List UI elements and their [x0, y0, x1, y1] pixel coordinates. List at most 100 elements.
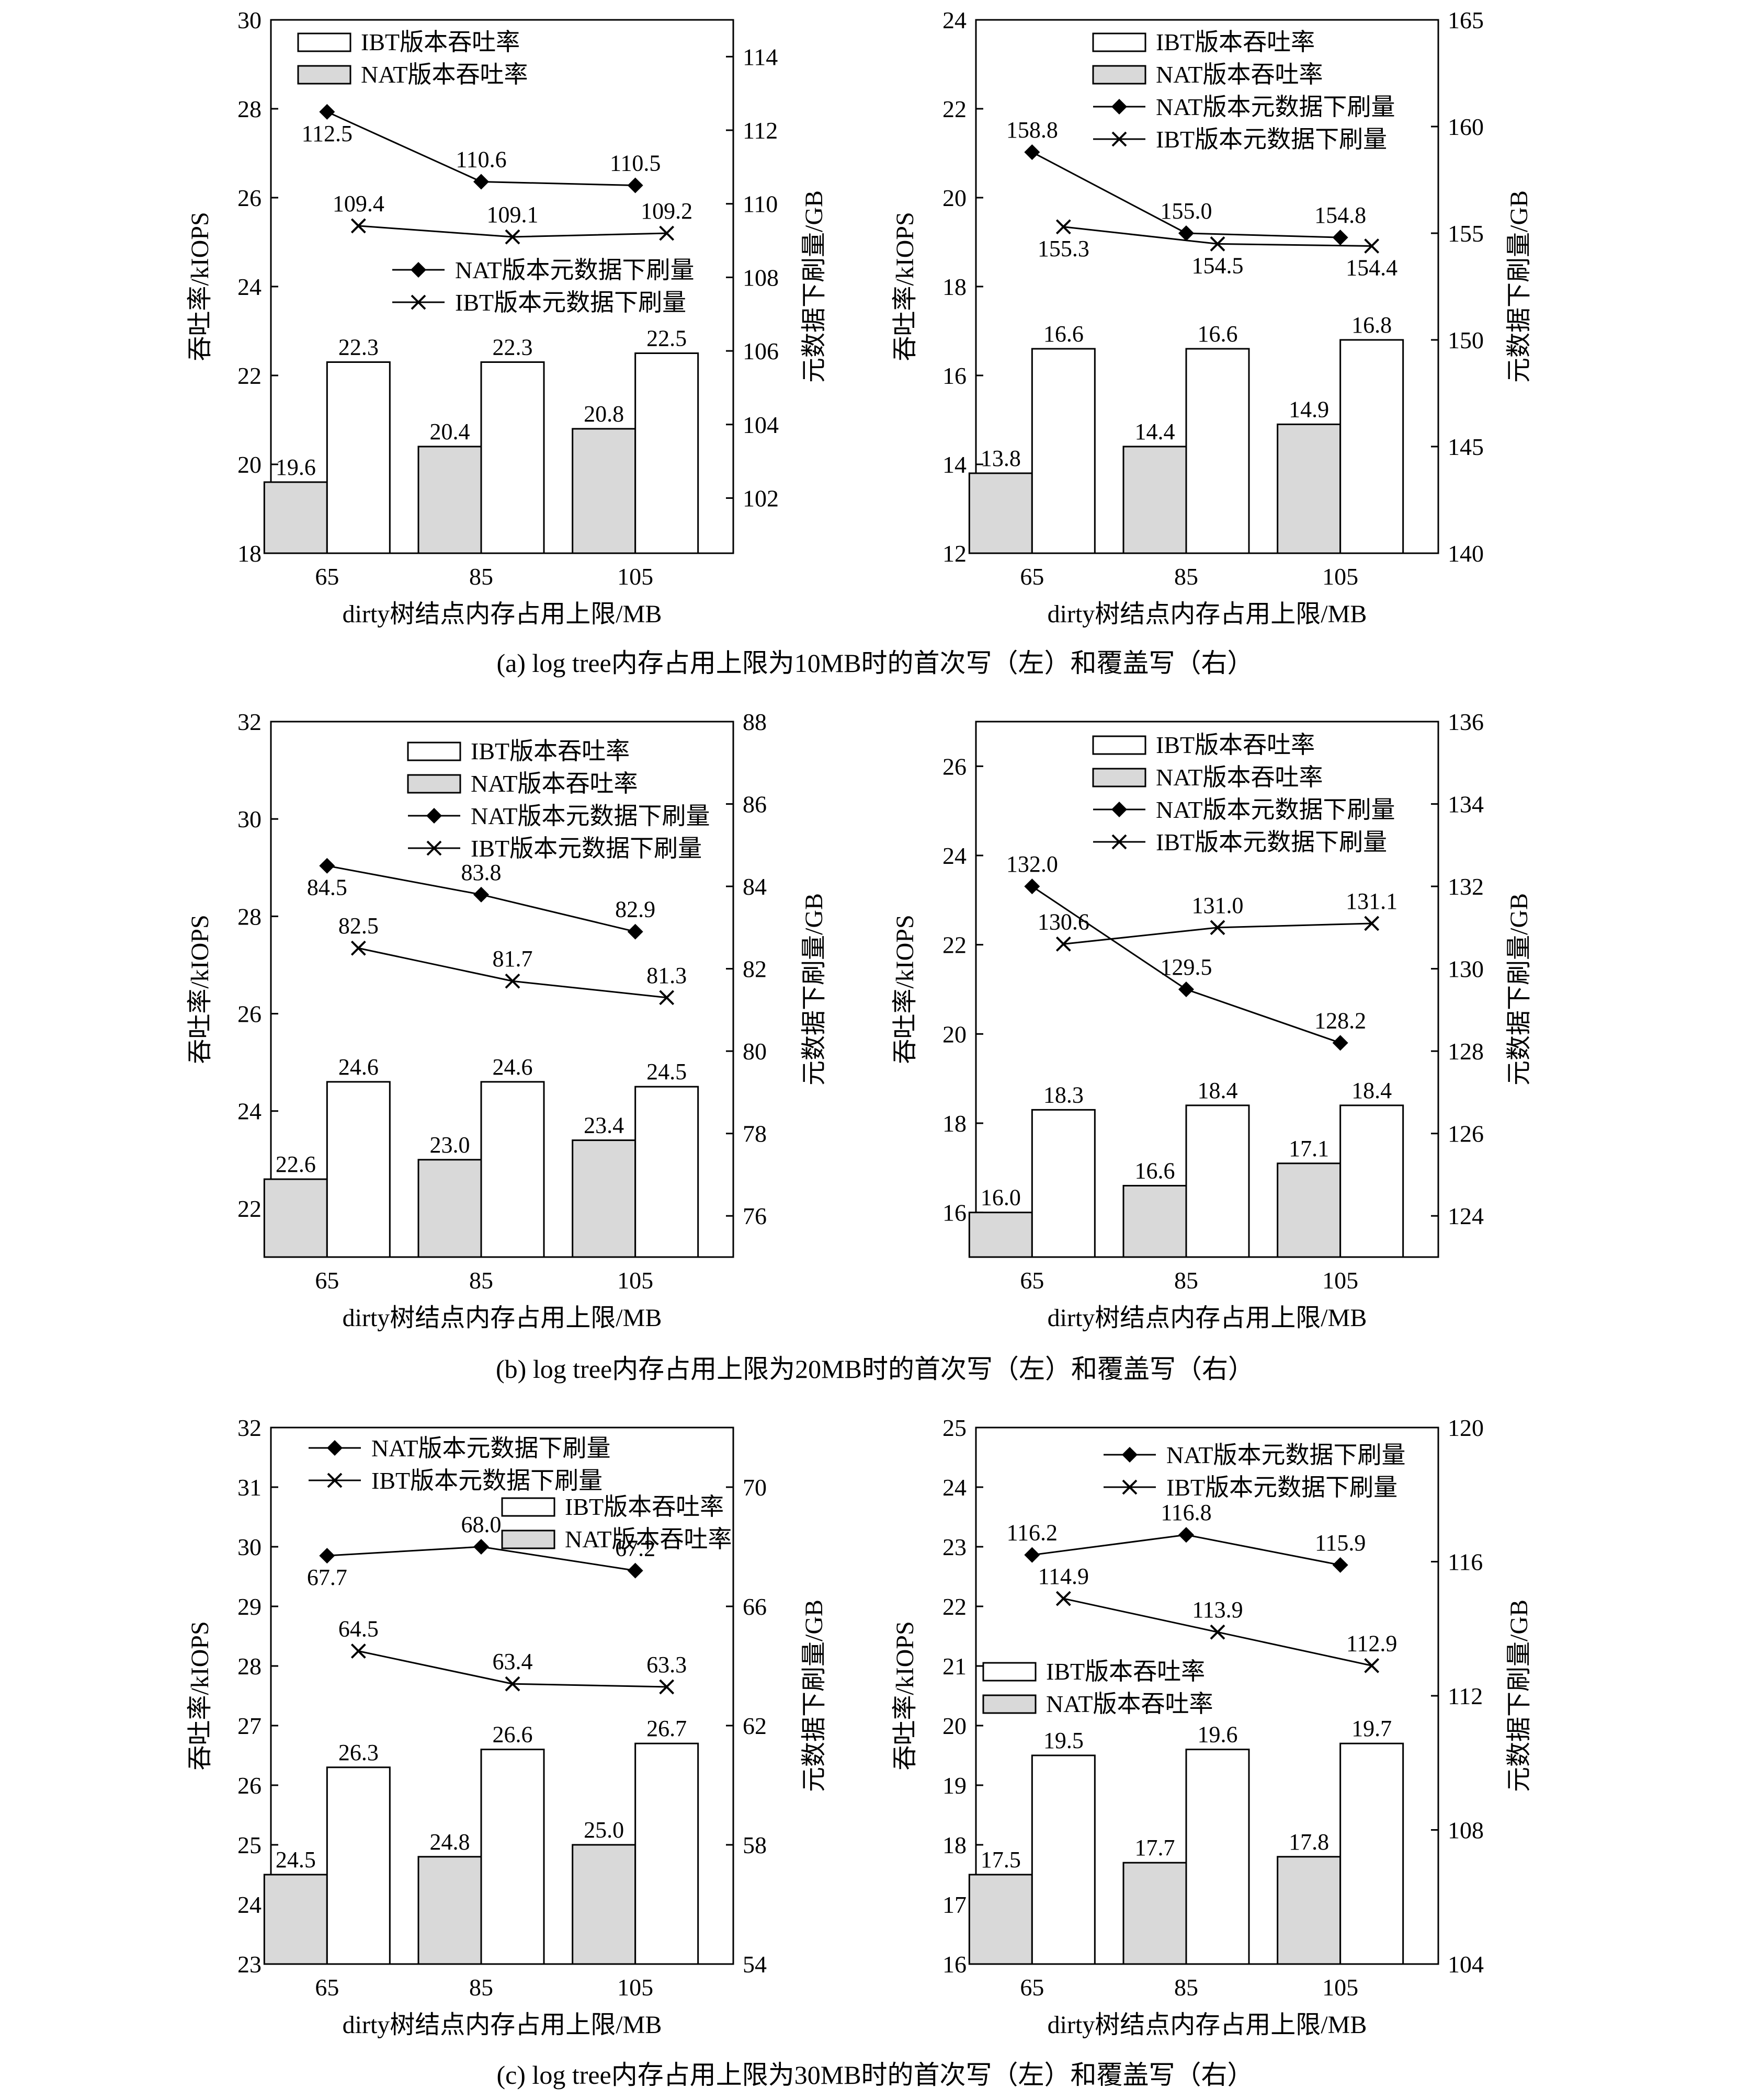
legend-marker	[1122, 1447, 1138, 1463]
bar-ibt	[480, 1749, 545, 1965]
y2-tick-label: 116	[1448, 1549, 1483, 1576]
legend-swatch-bar	[501, 1530, 555, 1549]
line-marker-nat	[1178, 225, 1194, 241]
legend-label: IBT版本元数据下刷量	[471, 835, 702, 862]
x-tick-label: 65	[315, 1974, 339, 2001]
bar-nat	[1122, 1184, 1187, 1258]
bar-ibt	[480, 361, 545, 554]
bar-nat	[263, 1178, 328, 1258]
line-marker-nat	[1332, 1557, 1348, 1573]
bar-ibt	[1031, 1109, 1096, 1258]
bar-ibt	[1185, 348, 1250, 554]
bar-value-label: 16.0	[981, 1185, 1021, 1211]
legend-swatch-bar	[407, 774, 461, 794]
bar-nat	[572, 428, 637, 554]
bar-value-label: 17.5	[981, 1847, 1021, 1873]
line-marker-ibt-b	[659, 990, 675, 1006]
bar-nat	[968, 1212, 1033, 1258]
y2-tick-label: 155	[1448, 220, 1484, 247]
line-value-label: 128.2	[1314, 1008, 1366, 1033]
bar-nat	[1277, 1162, 1342, 1258]
y-tick-label: 31	[237, 1474, 262, 1501]
y-axis-title: 吞吐率/kIOPS	[186, 1621, 214, 1770]
y2-tick-label: 128	[1448, 1038, 1484, 1065]
bar-ibt	[1339, 339, 1404, 554]
legend-label: NAT版本吞吐率	[361, 61, 528, 88]
bar-value-label: 25.0	[584, 1817, 624, 1843]
bar-value-label: 24.6	[338, 1054, 379, 1080]
y2-tick-label: 108	[743, 264, 779, 291]
y2-tick-label: 70	[743, 1474, 767, 1501]
y2-tick-label: 106	[743, 338, 779, 364]
y2-tick-label: 112	[743, 117, 778, 144]
line-marker-ibt	[659, 1679, 675, 1695]
line-value-label: 113.9	[1192, 1597, 1243, 1623]
legend-label: NAT版本元数据下刷量	[371, 1435, 610, 1462]
legend-marker	[1111, 99, 1127, 115]
bar-value-label: 22.5	[646, 326, 687, 351]
y2-tick-label: 132	[1448, 873, 1484, 900]
legend-marker-b	[1111, 834, 1127, 850]
line-marker-ibt-b	[1210, 1624, 1225, 1640]
legend-label: NAT版本吞吐率	[1156, 61, 1323, 88]
line-value-label: 82.9	[615, 897, 655, 922]
bar-value-label: 23.4	[584, 1113, 624, 1138]
line-marker-ibt-b	[1055, 219, 1071, 235]
y-tick-label: 26	[237, 1001, 262, 1028]
legend-marker	[411, 262, 426, 278]
y-tick-label: 24	[942, 1474, 967, 1501]
y2-tick-label: 145	[1448, 433, 1484, 460]
y-tick-label: 16	[942, 362, 967, 389]
legend-swatch-bar	[297, 32, 351, 52]
line-value-label: 129.5	[1161, 954, 1212, 980]
bar-nat	[417, 446, 482, 554]
bar-ibt	[326, 361, 391, 554]
bar-value-label: 16.8	[1351, 312, 1392, 338]
y-tick-label: 14	[942, 451, 967, 478]
y2-tick-label: 66	[743, 1593, 767, 1620]
legend-swatch-bar	[1092, 735, 1146, 755]
y-tick-label: 28	[237, 1653, 262, 1680]
legend-label: NAT版本吞吐率	[1046, 1691, 1213, 1717]
line-marker-ibt-b	[1055, 1591, 1071, 1606]
line-marker-nat	[627, 1562, 643, 1579]
line-marker-ibt	[350, 940, 366, 956]
x-tick-label: 85	[469, 1267, 493, 1294]
y2-tick-label: 62	[743, 1713, 767, 1739]
line-marker-ibt	[1210, 236, 1225, 252]
y-tick-label: 22	[942, 96, 967, 122]
y2-tick-label: 120	[1448, 1414, 1484, 1441]
y2-tick-label: 110	[743, 191, 778, 218]
y2-tick-label: 104	[743, 412, 779, 438]
bar-value-label: 19.5	[1043, 1728, 1084, 1753]
x-axis-title: dirty树结点内存占用上限/MB	[1048, 600, 1367, 628]
chart-c-left: 23 24 25 26 27 28 29 30 31 32 54 58 62 66 70 65 24.5 26.3…	[186, 1414, 828, 2039]
legend-label: IBT版本吞吐率	[471, 738, 630, 764]
bar-value-label: 18.3	[1043, 1082, 1084, 1108]
y-tick-label: 26	[942, 753, 967, 780]
legend-label: IBT版本元数据下刷量	[1156, 829, 1387, 855]
y-tick-label: 28	[237, 903, 262, 930]
x-tick-label: 105	[617, 1974, 653, 2001]
line-marker-ibt	[1210, 1624, 1225, 1640]
x-tick-label: 65	[315, 563, 339, 590]
line-value-label: 81.7	[493, 946, 533, 972]
y-tick-label: 20	[942, 1021, 967, 1047]
line-value-label: 132.0	[1006, 851, 1058, 877]
line-marker-ibt-b	[1364, 1658, 1380, 1673]
bar-value-label: 20.4	[430, 419, 470, 444]
y2-tick-label: 104	[1448, 1951, 1484, 1978]
legend-label: IBT版本元数据下刷量	[371, 1467, 603, 1494]
legend-label: NAT版本吞吐率	[1156, 764, 1323, 791]
line-value-label: 67.2	[615, 1536, 655, 1561]
legend-swatch-bar	[1092, 65, 1146, 85]
legend-marker	[1111, 131, 1127, 147]
legend-label: NAT版本元数据下刷量	[1156, 94, 1395, 120]
y-tick-label: 26	[237, 1772, 262, 1799]
legend-marker	[426, 840, 442, 856]
bar-value-label: 17.8	[1289, 1829, 1329, 1855]
chart-a-right: 12 14 16 18 20 22 24 140 145 150 155 160 165 65 13.8 16…	[891, 7, 1533, 628]
x-tick-label: 85	[1174, 1974, 1198, 2001]
x-axis-title: dirty树结点内存占用上限/MB	[1048, 1304, 1367, 1332]
bar-value-label: 22.3	[493, 335, 533, 360]
